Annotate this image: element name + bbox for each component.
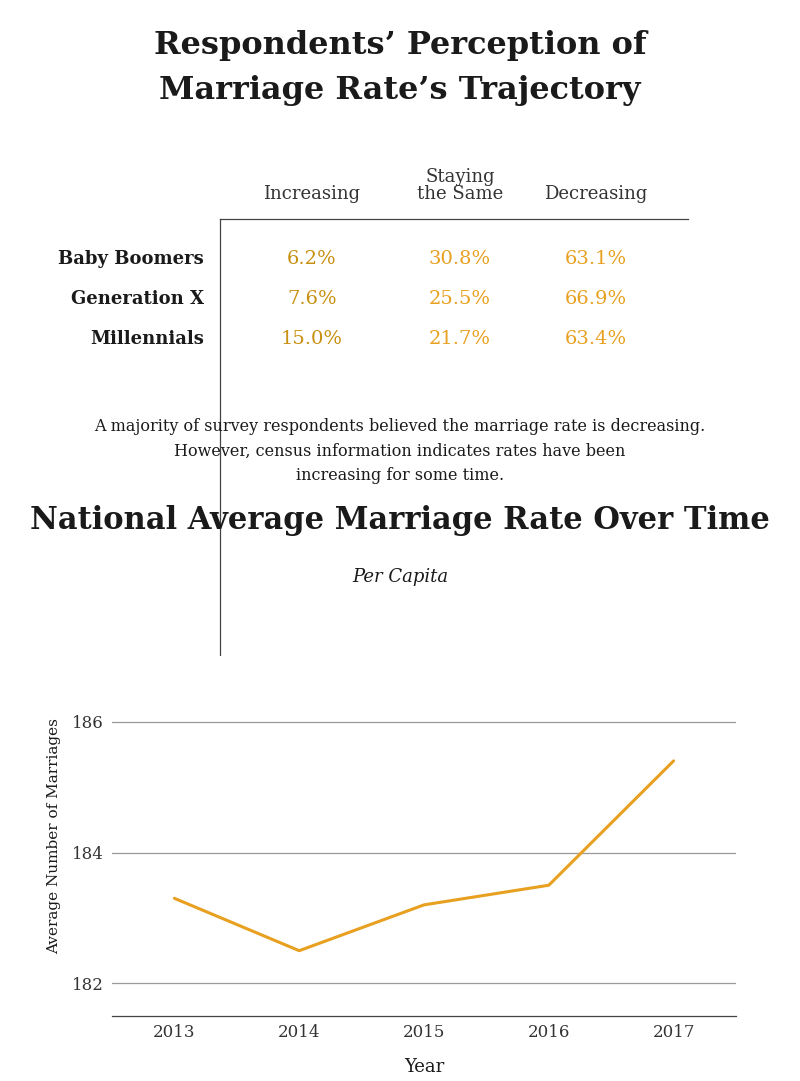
- Text: Decreasing: Decreasing: [544, 185, 648, 203]
- Text: the Same: the Same: [417, 185, 503, 203]
- Text: 25.5%: 25.5%: [429, 290, 491, 308]
- Text: A majority of survey respondents believed the marriage rate is decreasing.
Howev: A majority of survey respondents believe…: [94, 417, 706, 484]
- X-axis label: Year: Year: [404, 1058, 444, 1077]
- Text: Millennials: Millennials: [90, 330, 204, 348]
- Text: Staying: Staying: [425, 168, 495, 186]
- Text: Marriage Rate’s Trajectory: Marriage Rate’s Trajectory: [159, 75, 641, 106]
- Text: National Average Marriage Rate Over Time: National Average Marriage Rate Over Time: [30, 505, 770, 536]
- Text: 63.4%: 63.4%: [565, 330, 627, 348]
- Text: 66.9%: 66.9%: [565, 290, 627, 308]
- Text: 21.7%: 21.7%: [429, 330, 491, 348]
- Text: 30.8%: 30.8%: [429, 250, 491, 268]
- Text: 15.0%: 15.0%: [281, 330, 343, 348]
- Text: Increasing: Increasing: [263, 185, 361, 203]
- Text: Generation X: Generation X: [71, 290, 204, 308]
- Text: 6.2%: 6.2%: [287, 250, 337, 268]
- Text: Baby Boomers: Baby Boomers: [58, 250, 204, 268]
- Text: Per Capita: Per Capita: [352, 568, 448, 586]
- Text: 63.1%: 63.1%: [565, 250, 627, 268]
- Y-axis label: Average Number of Marriages: Average Number of Marriages: [46, 718, 61, 955]
- Text: Respondents’ Perception of: Respondents’ Perception of: [154, 30, 646, 61]
- Text: 7.6%: 7.6%: [287, 290, 337, 308]
